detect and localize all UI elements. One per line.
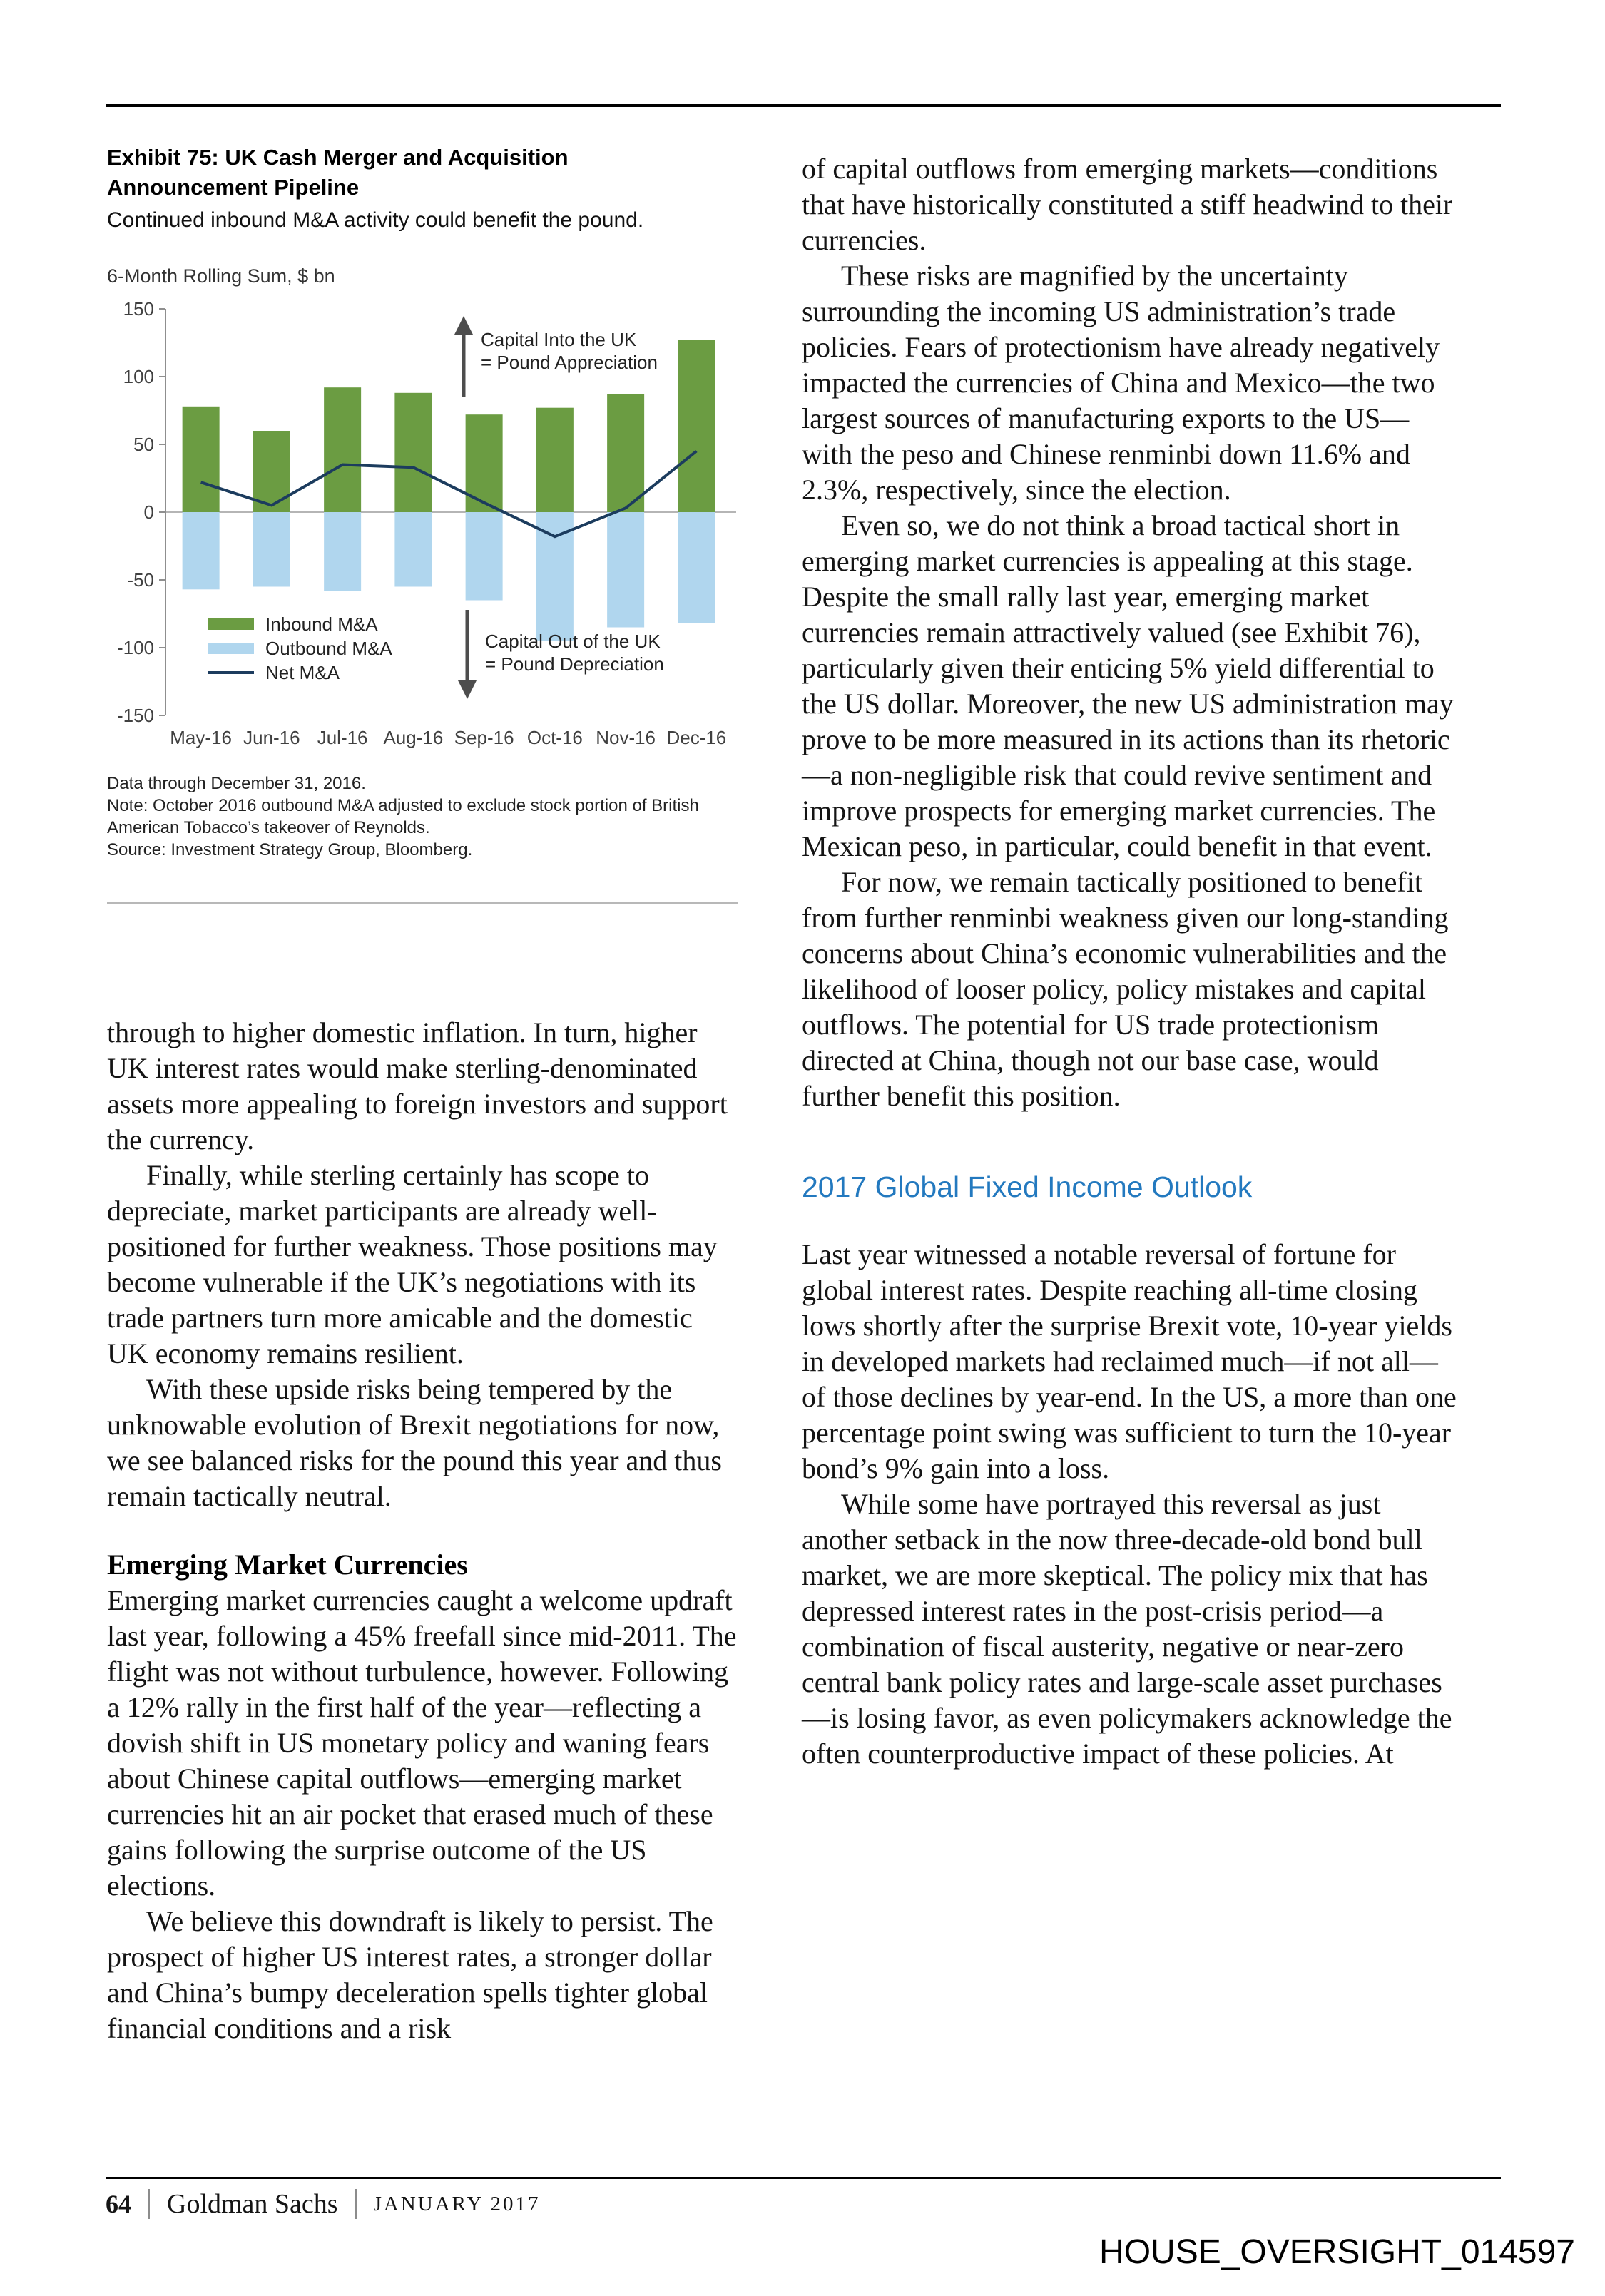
emerging-market-currencies-heading: Emerging Market Currencies <box>107 1548 468 1581</box>
annotation-pound-depreciation: = Pound Depreciation <box>485 653 664 675</box>
x-tick-label: Aug-16 <box>383 727 443 748</box>
paragraph: For now, we remain tactically positioned… <box>802 866 1449 1112</box>
outbound-bar <box>182 512 220 590</box>
paragraph: of capital outflows from emerging market… <box>802 153 1453 256</box>
fixed-income-outlook-heading: 2017 Global Fixed Income Outlook <box>802 1170 1253 1203</box>
annotation-pound-appreciation: = Pound Appreciation <box>481 352 658 373</box>
x-tick-label: Jul-16 <box>317 727 368 748</box>
footnote-data-through: Data through December 31, 2016. <box>107 774 366 793</box>
paragraph: These risks are magnified by the uncerta… <box>802 260 1440 506</box>
outbound-bar <box>536 512 574 641</box>
annotation-capital-out-of-uk: Capital Out of the UK <box>485 631 661 652</box>
y-tick-label: 100 <box>123 366 154 387</box>
inbound-bar <box>536 407 574 512</box>
y-tick-label: -50 <box>127 569 154 591</box>
y-tick-label: -150 <box>117 705 154 726</box>
exhibit-divider <box>107 902 738 904</box>
inbound-bar <box>607 394 645 512</box>
legend-swatch-inbound <box>208 618 254 630</box>
footer-rule <box>106 2177 1501 2179</box>
y-tick-label: 0 <box>144 501 154 523</box>
outbound-bar <box>607 512 645 628</box>
brand-name: Goldman Sachs <box>167 2189 338 2219</box>
inbound-bar <box>182 406 220 512</box>
x-tick-label: Jun-16 <box>243 727 300 748</box>
legend-label-net: Net M&A <box>265 662 340 683</box>
footer-divider <box>148 2189 150 2219</box>
up-arrow-icon-head <box>454 316 473 335</box>
chart-unit-label: 6-Month Rolling Sum, $ bn <box>107 265 335 287</box>
x-tick-label: Nov-16 <box>596 727 656 748</box>
paragraph: We believe this downdraft is likely to p… <box>107 1905 713 2044</box>
footnote-source: Source: Investment Strategy Group, Bloom… <box>107 840 473 859</box>
paragraph: With these upside risks being tempered b… <box>107 1373 722 1512</box>
legend-swatch-outbound <box>208 643 254 654</box>
outbound-bar <box>678 512 715 623</box>
outbound-bar <box>465 512 503 601</box>
exhibit-75: Exhibit 75: UK Cash Merger and Acquisiti… <box>107 143 738 904</box>
paragraph: Last year witnessed a notable reversal o… <box>802 1238 1457 1484</box>
right-column: of capital outflows from emerging market… <box>802 151 1458 1772</box>
footer-divider <box>355 2189 357 2219</box>
inbound-bar <box>324 387 362 512</box>
page-footer: 64 Goldman Sachs JANUARY 2017 <box>106 2188 541 2220</box>
x-tick-label: Oct-16 <box>527 727 583 748</box>
paragraph: Finally, while sterling certainly has sc… <box>107 1159 718 1369</box>
exhibit-title-line1: Exhibit 75: UK Cash Merger and Acquisiti… <box>107 145 569 170</box>
inbound-bar <box>678 340 715 512</box>
legend-label-inbound: Inbound M&A <box>265 613 378 635</box>
paragraph: Even so, we do not think a broad tactica… <box>802 509 1454 862</box>
exhibit-title: Exhibit 75: UK Cash Merger and Acquisiti… <box>107 143 738 203</box>
footer-date: JANUARY 2017 <box>373 2192 541 2215</box>
x-tick-label: Dec-16 <box>666 727 726 748</box>
exhibit-title-line2: Announcement Pipeline <box>107 175 360 200</box>
y-tick-label: 50 <box>133 434 154 455</box>
y-tick-label: 150 <box>123 298 154 320</box>
outbound-bar <box>324 512 362 591</box>
annotation-capital-into-uk: Capital Into the UK <box>481 329 637 350</box>
y-tick-label: -100 <box>117 637 154 658</box>
footnote-note: Note: October 2016 outbound M&A adjusted… <box>107 796 699 837</box>
net-line <box>200 449 698 539</box>
down-arrow-icon-head <box>458 680 477 699</box>
right-body-text: of capital outflows from emerging market… <box>802 151 1458 1772</box>
outbound-bar <box>394 512 432 587</box>
watermark: HOUSE_OVERSIGHT_014597 <box>1099 2233 1575 2271</box>
outbound-bar <box>253 512 290 587</box>
top-rule <box>106 104 1501 107</box>
x-tick-label: Sep-16 <box>454 727 514 748</box>
left-body-text: through to higher domestic inflation. In… <box>107 1015 738 2046</box>
ma-pipeline-chart: 150 100 50 0 -50 -100 -150 May-16 Jun-16 Jul-16 Au… <box>117 298 736 748</box>
paragraph: While some have portrayed this reversal … <box>802 1488 1452 1770</box>
paragraph: through to higher domestic inflation. In… <box>107 1016 728 1155</box>
paragraph: Emerging market currencies caught a welc… <box>107 1584 737 1902</box>
exhibit-subtitle: Continued inbound M&A activity could ben… <box>107 208 644 232</box>
page-number: 64 <box>106 2190 131 2218</box>
left-column: Exhibit 75: UK Cash Merger and Acquisiti… <box>107 143 738 2046</box>
inbound-bar <box>394 392 432 512</box>
exhibit-footnotes: Data through December 31, 2016. Note: Oc… <box>107 772 738 861</box>
legend-label-outbound: Outbound M&A <box>265 638 392 659</box>
x-tick-label: May-16 <box>170 727 232 748</box>
